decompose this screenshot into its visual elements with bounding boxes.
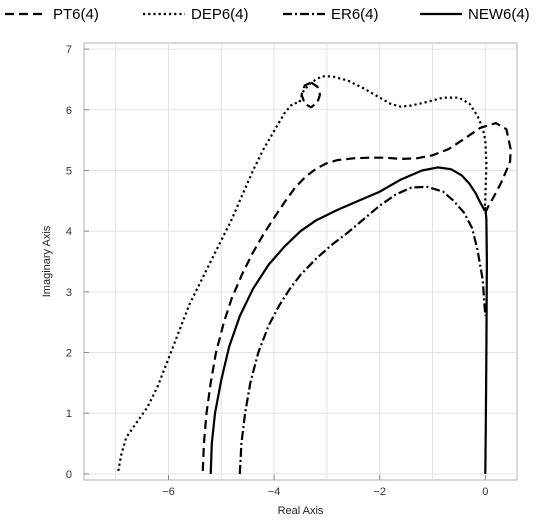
- series-line-dep6-4-: [117, 75, 488, 472]
- y-tick-label: 3: [66, 287, 72, 299]
- y-tick-label: 4: [66, 226, 72, 238]
- y-tick-label: 2: [66, 348, 72, 360]
- legend: PT6(4) DEP6(4) ER6(4) NEW6(4): [5, 6, 530, 23]
- plot-frame: [83, 42, 518, 481]
- grid: [84, 43, 517, 480]
- series-line-pt6-4-loop: [300, 81, 322, 109]
- y-tick-label: 1: [66, 408, 72, 420]
- legend-label: NEW6(4): [468, 6, 530, 23]
- y-tick-label: 5: [66, 165, 72, 177]
- x-tick-label: −2: [373, 486, 386, 498]
- x-tick-label: 0: [482, 486, 488, 498]
- x-axis-title: Real Axis: [278, 505, 324, 517]
- legend-label: ER6(4): [331, 6, 379, 23]
- y-tick-label: 0: [66, 469, 72, 481]
- x-tick-label: −4: [268, 486, 281, 498]
- series: [117, 75, 512, 474]
- series-line-new6-4-: [209, 166, 488, 474]
- y-axis-title: Imaginary Axis: [41, 225, 53, 297]
- ticks: −6 −4 −2 0 0 1 2 3 4 5 6 7: [66, 44, 489, 498]
- series-line-er6-4-: [238, 185, 487, 474]
- y-tick-label: 6: [66, 105, 72, 117]
- series-line-pt6-4-: [201, 121, 512, 471]
- legend-label: DEP6(4): [191, 6, 249, 23]
- y-tick-label: 7: [66, 44, 72, 56]
- x-tick-label: −6: [162, 486, 175, 498]
- legend-label: PT6(4): [53, 6, 99, 23]
